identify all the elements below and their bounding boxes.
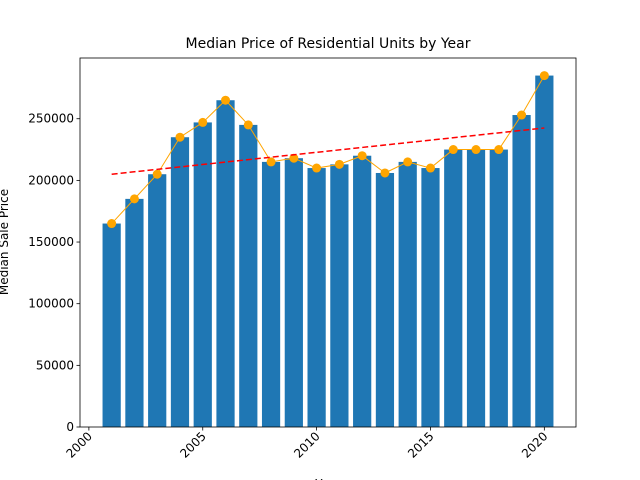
bar [375, 172, 395, 427]
marker [198, 117, 208, 127]
marker [357, 151, 367, 161]
bar [444, 149, 463, 427]
marker [425, 163, 435, 173]
x-tick-label: 2010 [291, 429, 322, 460]
x-tick-label: 2005 [177, 429, 208, 460]
marker [448, 145, 458, 155]
marker [380, 168, 390, 178]
marker [471, 145, 481, 155]
y-tick-label: 50000 [36, 358, 74, 372]
marker [539, 71, 549, 81]
marker [494, 145, 504, 155]
bar [421, 168, 440, 428]
bar [489, 149, 508, 427]
bar [193, 122, 212, 427]
marker [289, 153, 299, 163]
marker [266, 157, 276, 167]
y-tick-label: 150000 [28, 235, 74, 249]
x-tick-label: 2020 [519, 429, 550, 460]
y-axis-label: Median Sale Price [0, 189, 11, 295]
bar [307, 168, 326, 428]
bar [125, 198, 144, 427]
marker [403, 157, 413, 167]
bar [261, 161, 281, 428]
bar [535, 75, 554, 428]
bar [398, 161, 417, 428]
bar [330, 164, 349, 427]
bar [102, 223, 121, 427]
marker [152, 169, 162, 179]
marker [243, 120, 253, 130]
x-tick-label: 2015 [405, 429, 436, 460]
marker [517, 110, 527, 120]
y-tick-label: 100000 [28, 297, 74, 311]
marker [312, 163, 322, 173]
bar [239, 124, 258, 427]
marker [129, 194, 139, 204]
chart-title: Median Price of Residential Units by Yea… [186, 36, 471, 52]
trend-line [111, 127, 545, 175]
y-tick-label: 250000 [28, 112, 74, 126]
bar [466, 149, 486, 427]
marker [175, 132, 185, 142]
bar [353, 155, 372, 427]
bar [148, 174, 167, 427]
x-axis-label: Year [314, 477, 340, 480]
bar [170, 137, 190, 427]
bar [216, 100, 235, 427]
y-tick-label: 200000 [28, 173, 74, 187]
y-tick-label: 0 [66, 420, 74, 434]
marker [221, 95, 231, 105]
marker [107, 219, 117, 229]
bar [512, 115, 531, 427]
axes-frame [79, 57, 577, 428]
bar [284, 158, 303, 427]
marker [334, 159, 344, 169]
